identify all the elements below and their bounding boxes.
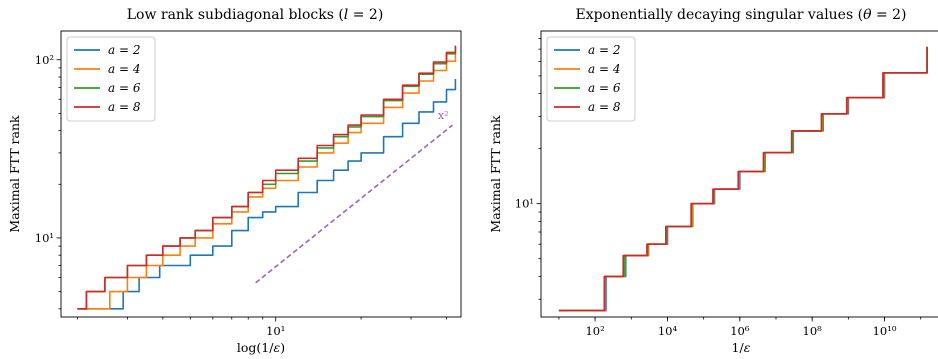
right-legend: a = 2 a = 4 a = 6 a = 8: [546, 36, 636, 122]
right-series-lines: [558, 46, 928, 312]
y-tick-label: 10¹: [515, 197, 534, 211]
left-series-lines: x²: [77, 45, 457, 310]
legend-label: a = 2: [108, 43, 140, 57]
right-title-eq: = 2): [872, 7, 907, 23]
right-title-text: Exponentially decaying singular values (: [575, 7, 863, 23]
x-tick-label: 10⁴: [658, 324, 678, 338]
legend-label: a = 4: [588, 62, 620, 76]
x-tick-label: 10²: [585, 324, 604, 338]
left-title-eq: = 2): [348, 7, 383, 23]
right-x-axis-label: 1/ε: [732, 340, 751, 355]
x-tick-label: 10¹: [266, 324, 285, 338]
x-tick-label: 10⁶: [730, 324, 750, 338]
reference-line-label: x²: [438, 109, 449, 122]
right-title-var: θ: [863, 7, 872, 23]
right-chart: Exponentially decaying singular values (…: [488, 7, 938, 355]
left-legend: a = 2 a = 4 a = 6 a = 8: [66, 36, 156, 122]
left-ticks: 10¹ 10¹ 10²: [35, 53, 447, 338]
left-chart-title: Low rank subdiagonal blocks (l = 2): [127, 7, 384, 23]
x-tick-label: 10¹⁰: [873, 324, 897, 338]
left-title-text: Low rank subdiagonal blocks (: [127, 7, 344, 23]
left-x-axis-label: log(1/ε): [237, 340, 285, 355]
left-y-axis-label: Maximal FTT rank: [7, 115, 22, 233]
legend-label: a = 6: [588, 81, 621, 95]
left-title-var: l: [344, 7, 348, 23]
legend-frame: [66, 36, 156, 122]
left-chart: Low rank subdiagonal blocks (l = 2) 10¹1…: [7, 7, 462, 355]
y-tick-label: 10¹: [35, 231, 54, 245]
right-ticks: 10² 10⁴ 10⁶ 10⁸ 10¹⁰ 10¹: [515, 38, 922, 338]
legend-label: a = 8: [588, 100, 621, 114]
legend-label: a = 4: [108, 62, 140, 76]
reference-line: [255, 124, 454, 284]
x-tick-label: 10⁸: [803, 324, 823, 338]
right-y-axis-label: Maximal FTT rank: [488, 115, 503, 233]
legend-label: a = 8: [108, 100, 141, 114]
series-line-a8: [77, 45, 457, 310]
left-plot-frame: [60, 30, 462, 318]
legend-frame: [546, 36, 636, 122]
legend-label: a = 2: [588, 43, 620, 57]
y-tick-label: 10²: [35, 53, 54, 67]
legend-label: a = 6: [108, 81, 141, 95]
series-line-a8: [558, 46, 928, 312]
right-chart-title: Exponentially decaying singular values (…: [575, 7, 906, 23]
